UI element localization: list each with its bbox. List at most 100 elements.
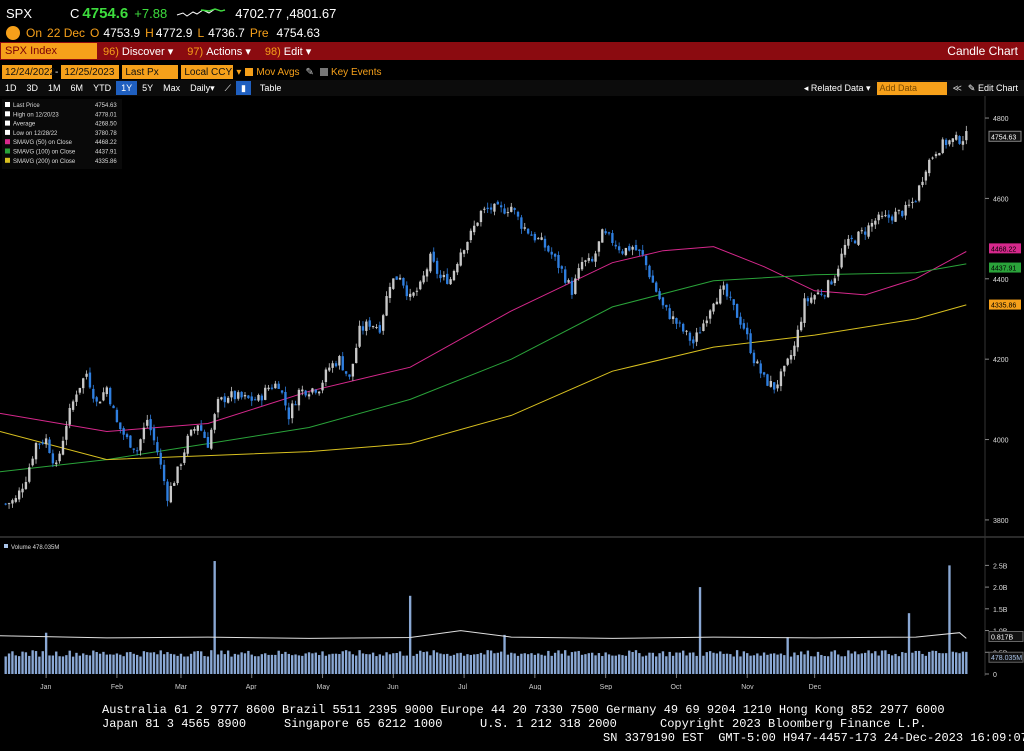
candle-body: [108, 387, 112, 405]
candle-body: [324, 369, 328, 383]
price-badge-label: 4468.22: [991, 246, 1016, 253]
volume-bar: [253, 656, 257, 674]
candle-body: [294, 404, 297, 406]
line-chart-icon[interactable]: ⟋: [224, 82, 231, 93]
candle-body: [833, 278, 837, 283]
volume-bar: [661, 651, 665, 674]
candle-body: [375, 327, 378, 329]
edit-chart-button[interactable]: ✎ Edit Chart: [968, 83, 1018, 94]
edit-menu[interactable]: 98) Edit ▾: [265, 45, 311, 58]
period-6m[interactable]: 6M: [70, 83, 84, 93]
month-label: Jun: [387, 684, 398, 690]
candle-body: [321, 382, 324, 391]
discover-menu[interactable]: 96) Discover ▾: [103, 45, 173, 58]
edit-chart-label: Edit Chart: [977, 82, 1018, 93]
period-1m[interactable]: 1M: [48, 83, 61, 93]
end-date-field[interactable]: 12/25/2023: [61, 65, 120, 79]
candle-body: [614, 244, 617, 247]
sma100-line: [0, 263, 967, 473]
volume-bar: [341, 651, 344, 674]
discover-num: 96): [103, 45, 119, 58]
mov-avgs-checkbox[interactable]: [245, 68, 254, 76]
last-price: 4754.6: [82, 4, 129, 22]
volume-bar: [456, 653, 459, 674]
currency-dropdown-icon[interactable]: ▾: [236, 66, 242, 78]
candle-body: [98, 401, 102, 404]
volume-bar: [695, 655, 698, 674]
candle-chart[interactable]: 4800 4600 4400 4200 4000 3800 4754.63 4468.22 44…: [0, 96, 1024, 690]
volume-legend-swatch: [4, 544, 8, 548]
volume-bar: [887, 654, 890, 674]
candle-chart-icon[interactable]: ▮: [235, 81, 251, 95]
volume-bar: [311, 653, 314, 674]
volume-bar: [917, 650, 921, 674]
start-date-field[interactable]: 12/24/2022: [2, 65, 55, 79]
volume-bar: [371, 652, 375, 674]
candle-body: [307, 394, 311, 397]
actions-menu[interactable]: 97) Actions ▾: [187, 45, 251, 58]
volume-bar: [890, 655, 894, 674]
volume-bar: [247, 650, 250, 674]
volume-bar: [442, 654, 446, 674]
candle-body: [965, 131, 968, 141]
candle-body: [634, 244, 638, 251]
period-1d[interactable]: 1D: [5, 83, 17, 93]
candle-body: [287, 407, 290, 420]
volume-bar: [749, 655, 752, 674]
add-data-input[interactable]: Add Data: [876, 81, 947, 95]
volume-bar: [257, 656, 260, 674]
candle-body: [897, 209, 901, 211]
candle-body: [884, 215, 887, 217]
security-field[interactable]: SPX Index: [1, 43, 97, 59]
related-data-button[interactable]: ◂ Related Data ▾: [804, 83, 871, 94]
candle-body: [631, 246, 634, 250]
candle-body: [776, 384, 779, 389]
volume-bar: [678, 652, 681, 674]
table-button[interactable]: Table: [259, 83, 282, 93]
volume-bar: [11, 651, 14, 674]
candle-body: [11, 500, 14, 504]
volume-bar: [112, 654, 115, 674]
candle-body: [176, 466, 179, 484]
volume-bar: [314, 652, 317, 674]
price-type-select[interactable]: Last Px: [122, 65, 179, 79]
candle-body: [621, 251, 624, 254]
frequency-select[interactable]: Daily ▾: [185, 81, 220, 95]
volume-bar: [658, 653, 661, 674]
period-ytd[interactable]: YTD: [93, 83, 112, 93]
volume-bar: [853, 651, 857, 674]
volume-bar: [493, 653, 496, 674]
volume-bar: [98, 653, 102, 674]
volume-bar: [61, 656, 65, 674]
candle-body: [516, 211, 520, 217]
volume-bar: [58, 656, 61, 674]
period-5y[interactable]: 5Y: [142, 83, 154, 93]
volume-bar: [756, 653, 759, 674]
volume-bar: [783, 655, 786, 674]
period-max[interactable]: Max: [163, 83, 181, 93]
volume-bar: [233, 653, 237, 674]
candle-body: [860, 230, 864, 232]
volume-bar: [557, 650, 560, 674]
chart-title: Candle Chart: [947, 44, 1018, 58]
candle-body: [543, 238, 547, 248]
candle-body: [796, 329, 799, 348]
candle-body: [762, 372, 766, 375]
currency-select[interactable]: Local CCY: [181, 65, 234, 79]
legend-label: Average: [13, 122, 36, 128]
candle-body: [71, 401, 75, 410]
candle-body: [402, 277, 405, 286]
pencil-icon[interactable]: ✎: [305, 66, 314, 78]
volume-bar: [671, 655, 675, 674]
month-label: Jan: [40, 684, 51, 690]
period-3d[interactable]: 3D: [26, 83, 39, 93]
candle-body: [17, 490, 21, 500]
candle-body: [533, 233, 537, 241]
price-tick-label: 3800: [993, 518, 1009, 525]
price-badge: [989, 243, 1021, 254]
candle-body: [7, 503, 11, 505]
period-1y[interactable]: 1Y: [116, 81, 138, 95]
key-events-checkbox[interactable]: [319, 68, 328, 76]
candle-body: [75, 394, 78, 402]
collapse-icon[interactable]: ≪: [952, 82, 962, 93]
